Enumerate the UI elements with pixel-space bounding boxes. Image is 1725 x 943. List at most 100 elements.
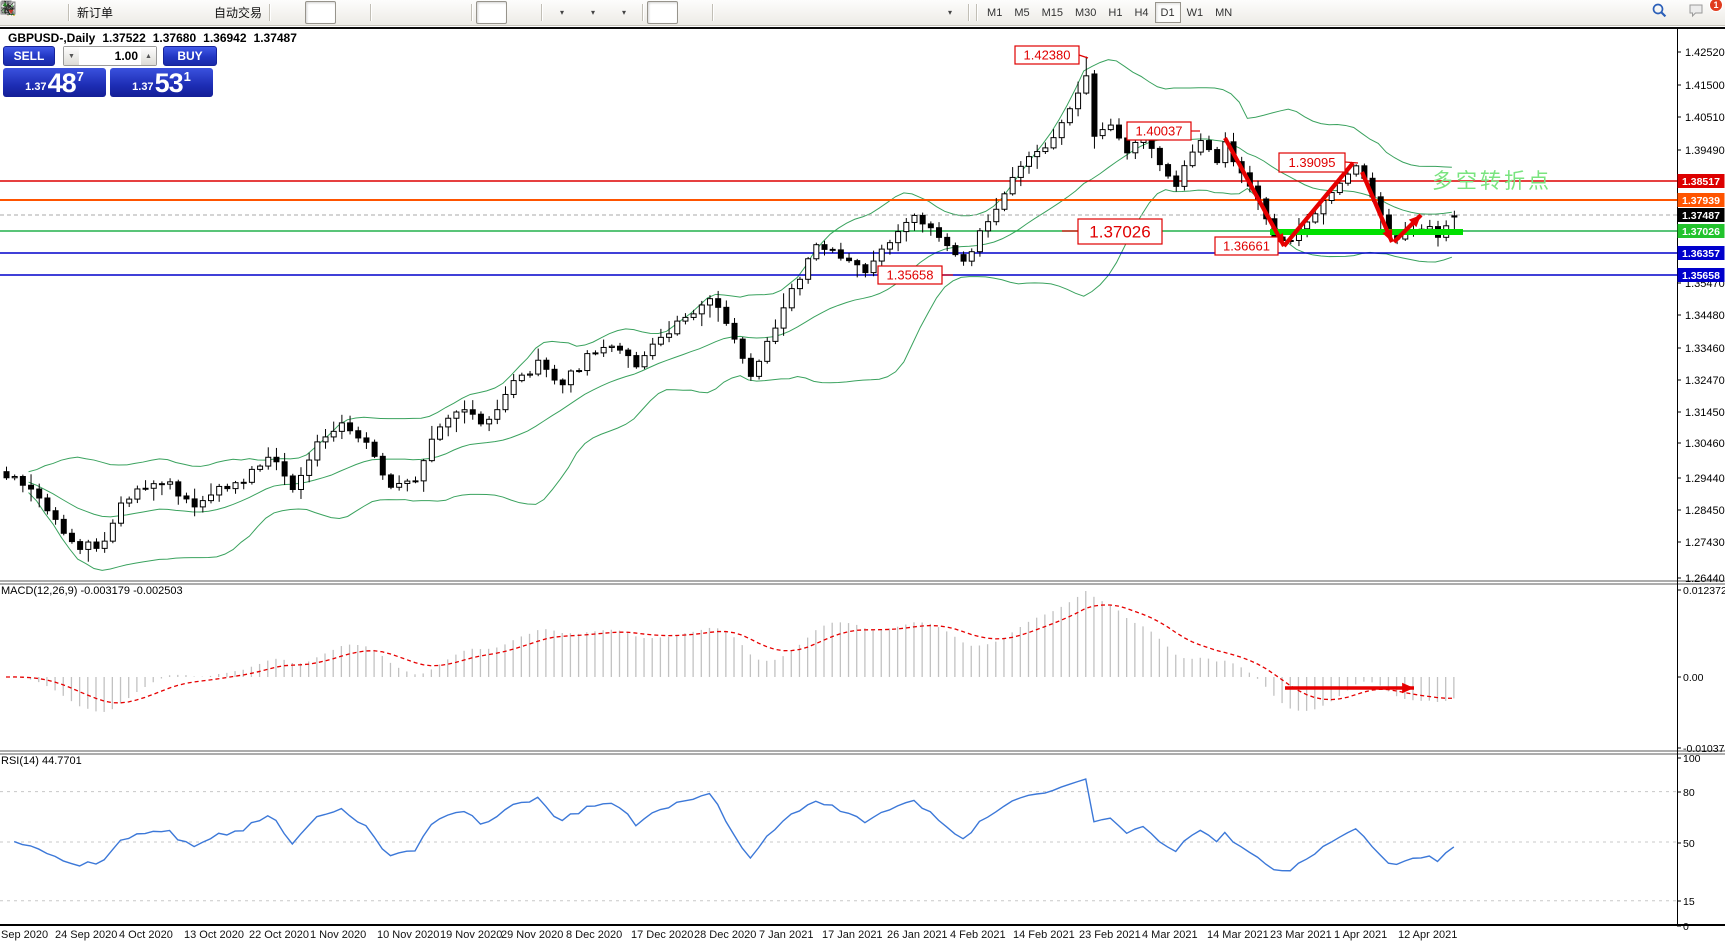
price-label-1.35658[interactable]: 1.35658 [877,265,953,285]
fibonacci-button[interactable]: F [2,1,872,24]
svg-text:0: 0 [1683,921,1689,933]
notification-badge: 1 [1709,0,1723,12]
candlestick-chart-button[interactable] [2,1,337,24]
line-chart-button[interactable] [0,1,367,24]
bar-chart-button[interactable] [1,1,305,24]
toolbar-separator [370,4,373,21]
price-label-1.40037[interactable]: 1.40037 [1126,121,1200,141]
notifications-button[interactable]: 1 [1687,0,1723,24]
chart-shift-button[interactable] [2,1,538,24]
volume-input[interactable] [79,47,141,65]
svg-text:1.31450: 1.31450 [1685,407,1725,419]
price-axis[interactable]: 1.425201.415001.405101.394901.354701.344… [1677,47,1725,933]
svg-text:1.37026: 1.37026 [1089,223,1150,242]
timeframe-mn-button[interactable]: MN [1215,6,1233,19]
svg-text:23 Mar 2021: 23 Mar 2021 [1270,929,1332,941]
price-label-1.39095[interactable]: 1.39095 [1278,152,1359,173]
macd-panel[interactable] [5,591,1455,712]
timeframe-m1-button[interactable]: M1 [987,6,1003,19]
search-button[interactable] [1650,1,1681,24]
svg-text:7 Jan 2021: 7 Jan 2021 [759,929,813,941]
profiles-window-button[interactable] [0,1,65,24]
zoom-in-button[interactable] [1,1,406,24]
timeframe-h4-button[interactable]: H4 [1134,6,1149,19]
buy-price-base: 1.37 [132,81,154,93]
toolbar-right-group: 1 [1650,0,1723,24]
autotrading-button[interactable]: 自动交易 [1,1,266,24]
trend-arrows[interactable] [1223,136,1423,248]
macd-flat-arrow[interactable] [1285,682,1414,694]
timeframe-m15-button[interactable]: M15 [1041,6,1063,19]
cursor-button[interactable] [4,0,679,24]
bollinger-upper-band[interactable] [28,59,1452,473]
signals-button[interactable] [2,1,210,24]
price-label-1.42380[interactable]: 1.42380 [1014,45,1089,65]
toolbar-separator [269,4,272,21]
support-zone-bar[interactable] [1270,229,1463,235]
rsi-panel[interactable] [0,778,1677,902]
svg-text:1.40510: 1.40510 [1685,112,1725,124]
svg-text:15: 15 [1683,896,1695,908]
textT-icon: T [1,2,15,14]
vertical-line-button[interactable] [7,1,748,24]
periods-button[interactable]: ▾ [1,1,608,24]
buy-button[interactable]: BUY [163,46,217,66]
volume-increase-button[interactable]: ▲ [141,47,156,65]
turning-point-annotation[interactable]: 多空转折点 [1432,170,1552,193]
sell-price-pips: 48 [47,68,77,98]
zoom-out-button[interactable] [1,1,437,24]
date-axis[interactable]: Sep 2020 24 Sep 2020 4 Oct 2020 13 Oct 2020… [1,929,1457,941]
text-label-button[interactable]: T [1,1,934,24]
svg-text:14 Feb 2021: 14 Feb 2021 [1013,929,1075,941]
styles-bucket-button[interactable] [2,1,148,24]
main-chart-layer[interactable] [0,56,1677,571]
horizontal-line-button[interactable] [2,1,779,24]
buy-price-panel[interactable]: 1.37 53 1 [110,68,213,97]
svg-text:1.36661: 1.36661 [1223,239,1270,254]
svg-text:E: E [10,10,15,17]
sell-price-panel[interactable]: 1.37 48 7 [3,68,106,97]
bollinger-middle-band[interactable] [28,138,1452,518]
svg-text:24 Sep 2020: 24 Sep 2020 [55,929,117,941]
indicators-button[interactable]: ▾ [1,0,577,24]
auto-scroll-button[interactable] [2,1,508,24]
svg-text:1.33460: 1.33460 [1685,343,1725,355]
svg-text:Sep 2020: Sep 2020 [1,929,48,941]
templates-button[interactable]: ▾ [0,1,639,24]
svg-text:26 Jan 2021: 26 Jan 2021 [887,929,948,941]
price-label-1.37026[interactable]: 1.37026 [1062,218,1163,245]
toolbar-separator [642,4,645,21]
text-button[interactable]: A [4,1,903,24]
low-value: 1.36942 [203,31,247,45]
timeframe-m5-button[interactable]: M5 [1014,6,1030,19]
svg-text:1.40037: 1.40037 [1136,124,1183,139]
toolbar-separator [712,4,715,21]
svg-text:23 Feb 2021: 23 Feb 2021 [1079,929,1141,941]
timeframe-m30-button[interactable]: M30 [1075,6,1097,19]
svg-text:80: 80 [1683,787,1695,799]
timeframe-d1-button[interactable]: D1 [1154,2,1181,23]
new-order-button[interactable]: 新订单 [1,0,117,24]
symbol-period-label: GBPUSD-,Daily [8,31,96,45]
svg-text:1.42520: 1.42520 [1685,47,1725,59]
svg-text:0.00: 0.00 [1683,672,1704,684]
arrows-button[interactable]: ▾ [2,1,965,24]
svg-text:50: 50 [1683,838,1695,850]
svg-text:1.41500: 1.41500 [1685,80,1725,92]
svg-text:1.37026: 1.37026 [1682,226,1720,238]
price-label-1.36661[interactable]: 1.36661 [1214,236,1279,256]
rsi-label: RSI(14) 44.7701 [1,755,82,767]
timeframe-w1-button[interactable]: W1 [1186,6,1204,19]
bollinger-lower-band[interactable] [28,187,1453,571]
market-profiles-button[interactable] [2,1,179,24]
timeframe-h1-button[interactable]: H1 [1108,6,1123,19]
crosshair-button[interactable] [1,1,709,24]
toolbar-separator [968,4,971,21]
trendline-button[interactable] [1,1,810,24]
tile-windows-button[interactable] [1,1,468,24]
sell-button[interactable]: SELL [3,46,55,66]
volume-decrease-button[interactable]: ▼ [64,47,79,65]
price-badge-1.37487: 1.37487 [1677,208,1725,222]
equidistant-channel-button[interactable]: E [0,1,841,24]
